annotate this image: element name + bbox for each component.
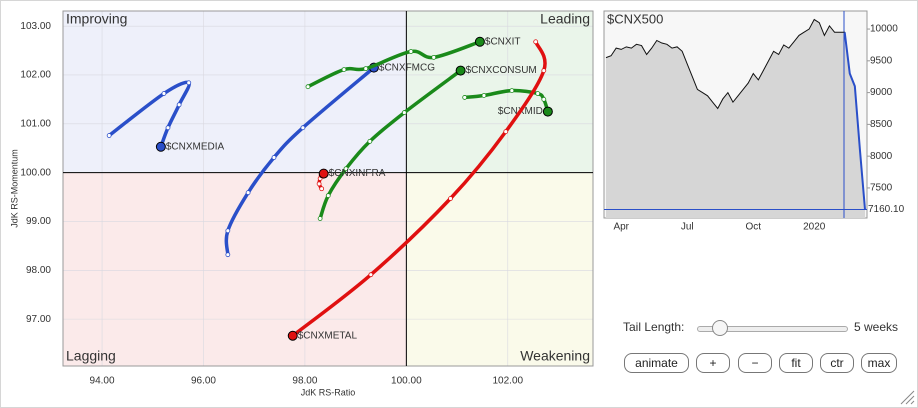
tail-point [316,181,322,187]
rrg-plot: Improving Leading Lagging Weakening 94.00 96.… [9,10,594,397]
y-tick-label: 98.00 [26,265,51,276]
quadrant [406,172,593,366]
button[interactable]: animate [624,353,689,373]
y-tick-label: 97.00 [26,314,51,325]
head-point [474,36,485,47]
head-point [455,65,466,76]
tail [306,40,482,89]
button[interactable]: − [738,353,772,373]
button[interactable]: + [696,353,730,373]
quadrant-label: Lagging [66,348,116,364]
x-tick-label: Apr [613,222,629,233]
tail-point [541,96,547,102]
chart-title: $CNX500 [607,11,663,26]
tail-point [176,102,182,108]
button[interactable]: ctr [820,353,854,373]
series-label: $CNXMEDIA [166,141,225,152]
x-axis-title: JdK RS-Ratio [301,387,356,397]
tail-point [300,125,306,131]
tail-point [305,84,311,90]
tail-length-value: 5 weeks [854,320,899,334]
series-label: $CNXFMCG [379,62,435,73]
x-tick-label: Jul [681,222,694,233]
head-point [318,168,329,179]
tail-point [225,252,231,258]
quadrant [63,11,407,173]
tail-point [106,133,112,138]
price-chart: 7500 8000 8500 9000 9500 10000 7160.10 Apr Jul Oc… [603,10,905,233]
tail-point [541,68,547,73]
tail-point [535,91,541,96]
y-tick-label: 100.00 [20,167,51,178]
tail-point [462,95,468,100]
x-tick-label: 96.00 [191,376,216,387]
x-tick-label: 94.00 [90,376,115,387]
last-value-label: 7160.10 [868,204,905,215]
tail-point [481,93,487,98]
x-tick-label: 100.00 [391,376,422,387]
series-label: $CNXIT [485,36,521,47]
head-point [287,330,298,341]
y-tick-label: 7500 [870,183,893,194]
y-tick-label: 99.00 [26,216,51,227]
tail-point [186,80,192,86]
tail-point [245,190,251,196]
tail-point [431,54,437,60]
tail-point [401,110,407,115]
y-axis-title: JdK RS-Momentum [9,149,19,228]
quadrant [63,172,407,366]
x-tick-label: 98.00 [292,376,317,387]
tail-point [271,155,277,160]
tail-point [225,228,231,234]
quadrant-label: Leading [540,11,590,27]
tail-point [317,216,323,221]
quadrant-label: Weakening [520,348,590,364]
series-label: $CNXMETAL [298,330,358,341]
tail-point [325,193,331,198]
slider-thumb[interactable] [712,320,728,336]
price-line [605,18,866,210]
button[interactable]: max [861,353,897,373]
x-tick-label: 102.00 [492,376,523,387]
tail-point [448,196,453,201]
price-line-recent [843,32,866,210]
tail-point [165,125,171,131]
head-point [155,141,166,152]
button[interactable]: fit [779,353,813,373]
tail-point [319,186,325,192]
series-label: $CNXINFRA [329,168,386,179]
y-tick-label: 10000 [870,24,898,35]
series-label: $CNXCONSUM [466,65,537,76]
tail-point [368,272,374,278]
y-tick-label: 8500 [870,119,893,130]
y-tick-label: 101.00 [20,118,51,129]
tail-point [367,138,373,144]
tail-point [408,49,414,54]
tail-point [363,66,369,72]
tail-length-label: Tail Length: [623,320,685,334]
x-tick-label: Oct [745,222,761,233]
y-tick-label: 9000 [870,87,893,98]
plot-frame [62,10,594,367]
quadrant-label: Improving [66,11,127,27]
tail-point [343,166,349,172]
tail-point [161,91,167,96]
tail-point [341,67,347,72]
price-area [606,19,865,219]
tail-point [533,39,539,45]
y-tick-label: 8000 [870,151,893,162]
tail-point [503,129,509,135]
tail-point [509,88,515,93]
y-tick-label: 102.00 [20,70,51,81]
head-point [542,106,553,117]
y-tick-label: 9500 [870,55,893,66]
y-tick-label: 103.00 [20,21,51,32]
x-tick-label: 2020 [803,222,826,233]
tail-slider[interactable] [697,326,848,332]
